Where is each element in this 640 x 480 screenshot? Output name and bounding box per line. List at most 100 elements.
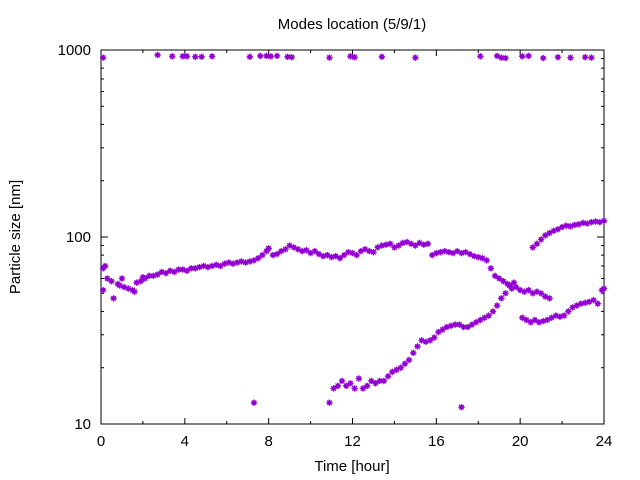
data-point <box>537 236 545 243</box>
data-point <box>558 223 566 231</box>
data-point <box>506 282 513 289</box>
data-point <box>290 244 298 251</box>
data-point <box>347 380 354 387</box>
data-point <box>533 240 541 247</box>
data-point <box>491 272 499 280</box>
x-tick-label: 24 <box>596 433 613 450</box>
data-point <box>498 295 505 302</box>
x-tick-label: 0 <box>97 433 105 450</box>
data-point <box>546 295 553 302</box>
data-point <box>510 279 518 286</box>
data-point <box>424 240 432 247</box>
data-point <box>462 248 469 256</box>
data-point <box>330 385 337 392</box>
data-point <box>540 317 547 325</box>
data-point <box>332 252 339 260</box>
data-point <box>192 53 199 60</box>
data-point <box>426 337 434 344</box>
x-tick-label: 4 <box>181 433 189 450</box>
data-point <box>600 217 608 225</box>
data-point <box>311 247 318 255</box>
data-point <box>431 334 438 341</box>
data-point <box>263 52 270 60</box>
data-point <box>483 257 490 264</box>
data-point <box>590 296 597 304</box>
data-point <box>537 290 545 297</box>
y-tick-label: 100 <box>66 229 91 246</box>
data-point <box>336 255 344 262</box>
data-point <box>542 293 549 300</box>
data-point <box>273 52 281 60</box>
data-point <box>531 316 539 324</box>
data-point <box>340 251 348 259</box>
data-point <box>183 53 191 60</box>
data-point <box>198 53 205 60</box>
data-point <box>489 308 497 315</box>
data-point <box>282 246 289 253</box>
data-point <box>118 275 126 282</box>
data-point <box>554 54 562 61</box>
y-tick-label: 10 <box>74 416 91 433</box>
data-point <box>600 285 608 292</box>
x-axis-label: Time [hour] <box>314 458 389 475</box>
data-point <box>451 321 459 328</box>
data-point <box>265 245 272 252</box>
data-point <box>351 54 358 61</box>
data-point <box>477 316 484 324</box>
data-point <box>412 54 419 61</box>
data-point <box>238 258 245 265</box>
data-point <box>500 278 507 285</box>
data-point <box>519 314 526 321</box>
chart-title: Modes location (5/9/1) <box>278 16 426 33</box>
data-point <box>378 53 386 60</box>
data-point <box>99 54 107 61</box>
data-point <box>567 54 574 61</box>
data-point <box>257 52 264 60</box>
data-point <box>588 54 595 61</box>
data-point <box>273 250 281 258</box>
data-point <box>401 360 409 367</box>
data-point <box>355 375 362 382</box>
data-point <box>99 286 107 294</box>
data-point <box>363 382 371 390</box>
data-point <box>347 53 354 60</box>
data-point <box>472 319 480 326</box>
x-axis: 0 4 8 12 16 20 24 <box>97 50 613 450</box>
data-point <box>326 399 333 406</box>
x-tick-label: 16 <box>428 433 445 450</box>
data-point <box>560 312 568 319</box>
plot-frame <box>100 49 605 425</box>
data-point <box>141 275 149 282</box>
data-point <box>579 219 587 227</box>
data-point <box>410 349 417 357</box>
data-point <box>101 262 109 270</box>
data-point <box>441 247 448 255</box>
data-point <box>393 366 400 373</box>
data-point <box>250 399 258 406</box>
y-tick-label: 1000 <box>58 42 91 59</box>
data-point <box>334 382 342 390</box>
data-point <box>359 385 367 392</box>
y-axis-label: Particle size [nm] <box>7 180 24 294</box>
data-point <box>338 377 346 385</box>
data-point <box>175 266 182 273</box>
data-point <box>217 262 224 270</box>
x-tick-label: 20 <box>512 433 529 450</box>
data-point <box>387 240 394 247</box>
data-points <box>99 51 608 411</box>
data-point <box>368 377 375 385</box>
data-point <box>353 251 360 259</box>
data-point <box>380 377 388 385</box>
data-point <box>154 51 161 59</box>
data-point <box>485 312 492 319</box>
data-point <box>502 290 509 297</box>
data-point <box>487 265 495 272</box>
data-point <box>108 278 115 285</box>
data-point <box>288 54 295 61</box>
data-point <box>458 403 465 411</box>
data-point <box>326 54 333 61</box>
data-point <box>351 385 358 392</box>
data-point <box>284 53 291 60</box>
data-point <box>267 53 274 60</box>
